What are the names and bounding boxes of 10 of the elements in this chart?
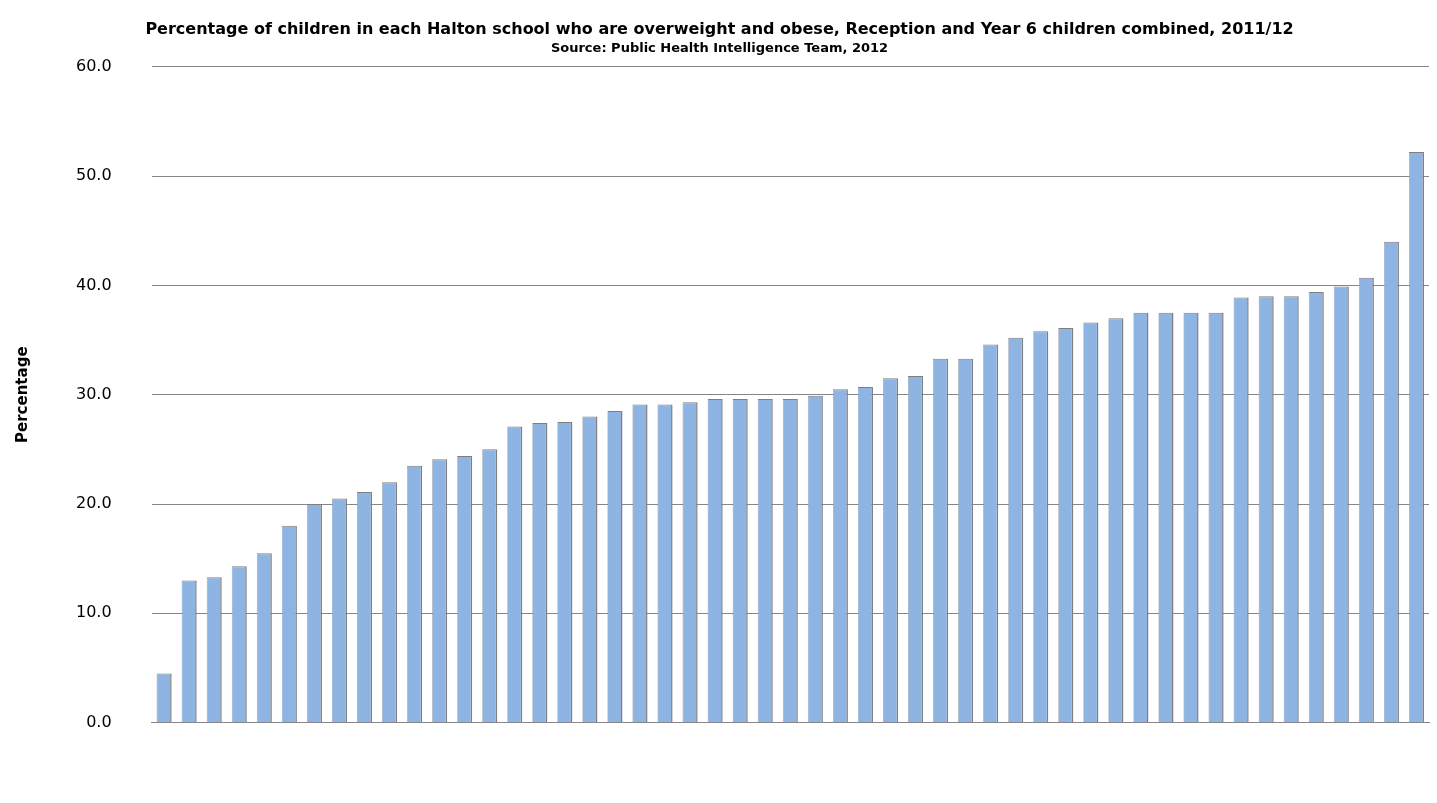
- y-tick-label: 10.0: [76, 602, 112, 622]
- chart-title: Percentage of children in each Halton school who are overweight and obese, Reception and Year 6 children combined, 2011/12: [145, 18, 1294, 38]
- y-tick-label: 60.0: [76, 55, 112, 75]
- y-tick-label: 0.0: [86, 711, 112, 731]
- y-tick-label: 40.0: [76, 274, 112, 294]
- y-tick-label: 20.0: [76, 493, 112, 513]
- y-axis-title: Percentage: [12, 346, 31, 443]
- y-tick-label: 30.0: [76, 383, 112, 403]
- chart-subtitle: Source: Public Health Intelligence Team, 2012: [550, 40, 889, 56]
- y-tick-label: 50.0: [76, 165, 112, 185]
